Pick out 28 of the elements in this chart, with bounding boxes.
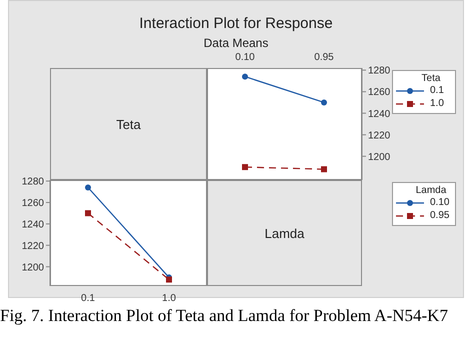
chart-title: Interaction Plot for Response [138, 15, 334, 32]
point [242, 164, 248, 170]
legend-title: Teta [420, 73, 442, 84]
y-tick-label: 1200 [22, 262, 44, 274]
legend-title: Lamda [414, 185, 448, 196]
y-tick-label: 1220 [22, 240, 44, 252]
point [321, 99, 327, 106]
point [321, 166, 327, 172]
y-tick-label: 1240 [22, 219, 44, 230]
y-tick-label: 1280 [368, 66, 391, 77]
y-tick-label: 1220 [368, 130, 391, 142]
point [85, 184, 91, 190]
x-axis-title: Teta [116, 116, 141, 132]
legend-label: 0.10 [430, 197, 450, 208]
y-tick-label: 1260 [368, 87, 391, 98]
y-tick-label: 1240 [368, 108, 391, 120]
legend-label: 0.1 [430, 85, 444, 96]
point [85, 210, 91, 216]
caption: Fig. 7. Interaction Plot of Teta and Lamda for Problem A-N54-K7 [0, 306, 449, 326]
y-tick-label: 1260 [22, 198, 44, 210]
legend-label: 0.95 [430, 210, 450, 221]
y-tick-label: 1200 [368, 152, 391, 163]
legend-label: 1.0 [430, 98, 444, 109]
point [242, 74, 248, 80]
x-axis-title: Lamda [264, 226, 304, 240]
point [166, 276, 172, 283]
y-tick-label: 1280 [22, 176, 44, 188]
chart-subtitle: Data Means [202, 36, 270, 50]
